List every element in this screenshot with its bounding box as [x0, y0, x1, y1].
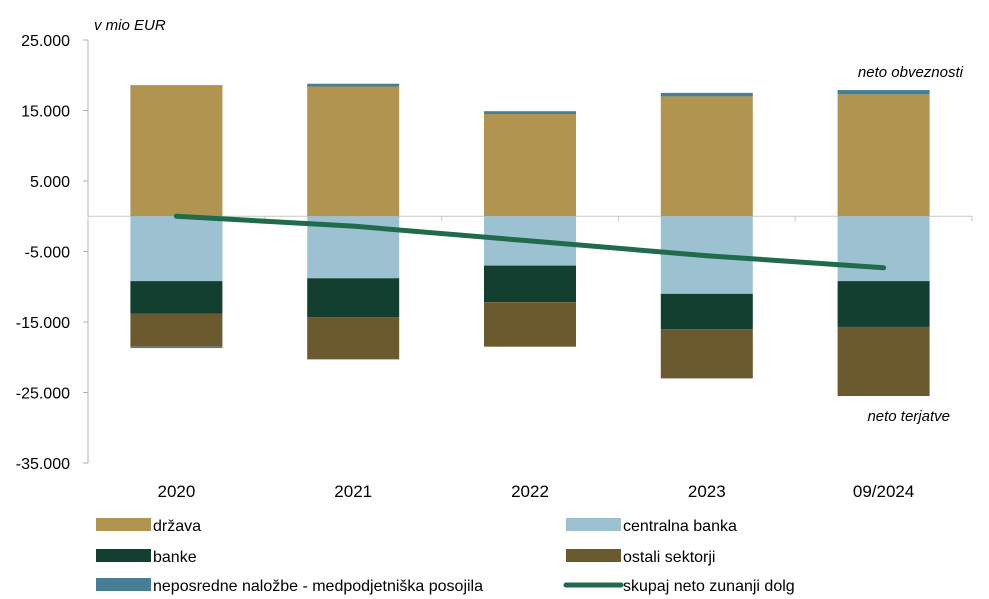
y-tick-label: 15.000 [21, 104, 70, 121]
x-tick-label: 09/2024 [853, 482, 914, 501]
y-tick-label: 25.000 [21, 33, 70, 50]
legend-label: neposredne naložbe - medpodjetniška poso… [153, 578, 483, 595]
y-tick-label: 5.000 [30, 174, 70, 191]
y-tick-label: -5.000 [25, 245, 70, 262]
labels-group: 25.000 15.000 5.000 -5.000 -15.000 -25.000 -35… [16, 17, 964, 501]
bars-group [130, 83, 930, 397]
legend-label: ostali sektorji [623, 549, 715, 566]
legend-label: centralna banka [623, 518, 737, 535]
bar-segment [837, 90, 930, 95]
bar-segment [130, 346, 223, 349]
bar-segment [130, 281, 223, 314]
y-tick-label: -35.000 [16, 456, 70, 473]
y-tick-label: -25.000 [16, 386, 70, 403]
bar-segment [307, 278, 400, 318]
bar-segment [660, 293, 753, 330]
annotation-top: neto obveznosti [858, 64, 964, 81]
bar-segment [837, 326, 930, 397]
bar-segment [307, 86, 400, 217]
unit-label: v mio EUR [94, 17, 166, 34]
y-tick-label: -15.000 [16, 315, 70, 332]
annotation-bottom: neto terjatve [867, 408, 950, 425]
total-line-point [351, 224, 355, 228]
total-line-point [174, 214, 178, 218]
x-tick-label: 2020 [157, 482, 195, 501]
legend-label: država [153, 518, 201, 535]
legend-swatch [96, 518, 151, 531]
bar-segment [660, 92, 753, 97]
x-tick-label: 2022 [511, 482, 549, 501]
bar-segment [130, 85, 223, 217]
x-tick-label: 2021 [334, 482, 372, 501]
legend-label: skupaj neto zunanji dolg [623, 578, 795, 595]
total-line-point [882, 266, 886, 270]
legend-group: država centralna banka banke ostali sektorj… [96, 518, 795, 595]
legend-label: banke [153, 549, 197, 566]
bar-segment [660, 329, 753, 379]
bar-segment [130, 216, 223, 282]
bar-segment [484, 302, 576, 347]
legend-swatch [96, 578, 151, 591]
legend-swatch [566, 549, 621, 562]
bar-segment [660, 96, 753, 217]
bar-segment [130, 313, 223, 347]
bar-segment [307, 83, 400, 87]
bar-segment [484, 114, 576, 217]
legend-swatch [96, 549, 151, 562]
total-line-point [528, 239, 532, 243]
line-group [173, 213, 887, 271]
total-line-point [705, 254, 709, 258]
bar-segment [484, 265, 576, 303]
bar-segment [484, 111, 576, 115]
x-tick-label: 2023 [688, 482, 726, 501]
bar-segment [837, 281, 930, 327]
bar-segment [837, 216, 930, 282]
legend-swatch [566, 518, 621, 531]
bar-segment [307, 317, 400, 360]
bar-segment [837, 94, 930, 217]
